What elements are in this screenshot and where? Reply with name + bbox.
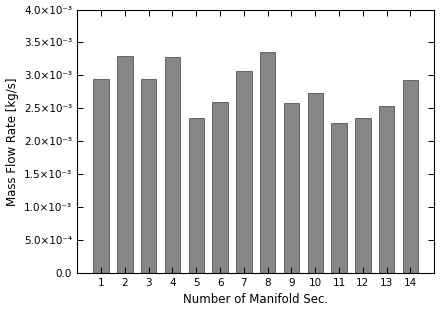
Bar	[165, 57, 180, 273]
Bar	[188, 118, 204, 273]
X-axis label: Number of Manifold Sec.: Number of Manifold Sec.	[183, 294, 328, 306]
Bar	[379, 106, 394, 273]
Bar	[331, 123, 347, 273]
Bar	[93, 79, 109, 273]
Bar	[260, 52, 275, 273]
Bar	[117, 56, 132, 273]
Bar	[213, 102, 228, 273]
Bar	[308, 93, 323, 273]
Bar	[284, 103, 299, 273]
Bar	[236, 71, 252, 273]
Bar	[141, 79, 156, 273]
Bar	[403, 80, 418, 273]
Y-axis label: Mass Flow Rate [kg/s]: Mass Flow Rate [kg/s]	[6, 77, 18, 206]
Bar	[355, 118, 370, 273]
